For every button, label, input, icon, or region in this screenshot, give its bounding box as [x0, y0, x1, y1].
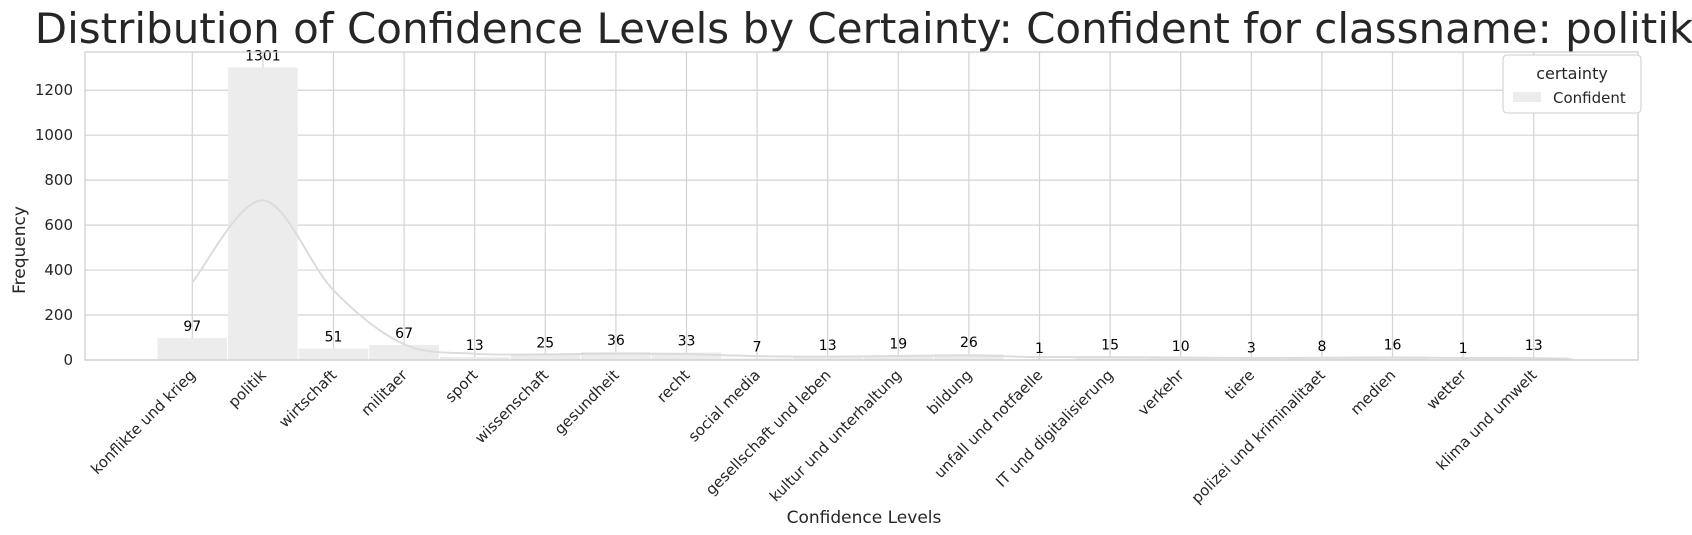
data-label: 19 [889, 337, 907, 353]
data-label: 25 [536, 335, 554, 351]
bar [157, 338, 228, 360]
plot-frame [84, 51, 1639, 361]
y-axis-ticks: 0 200 400 600 800 1000 1200 [35, 81, 73, 369]
legend: certainty Confident [1502, 54, 1642, 114]
data-label: 26 [960, 335, 978, 351]
data-label: 7 [753, 339, 762, 355]
bar [298, 348, 369, 360]
x-tick-label: militaer [357, 366, 411, 420]
bar [369, 344, 439, 360]
y-tick-label: 800 [44, 171, 73, 189]
x-tick-label: wirtschaft [275, 366, 340, 431]
x-tick-label: IT und digitalisierung [992, 366, 1117, 491]
data-label: 51 [325, 330, 343, 346]
kde-curve [191, 199, 1574, 361]
data-label: 1 [1035, 341, 1044, 357]
data-label: 1301 [245, 49, 281, 65]
y-tick-label: 200 [44, 306, 73, 324]
bars [157, 67, 1569, 361]
y-tick-label: 400 [44, 261, 73, 279]
bar [1287, 358, 1357, 360]
data-label: 15 [1101, 338, 1119, 354]
data-label: 10 [1172, 339, 1190, 355]
y-tick-label: 1000 [35, 126, 73, 144]
x-tick-label: bildung [923, 366, 975, 418]
data-label: 36 [607, 333, 625, 349]
x-tick-label: gesellschaft und leben [702, 366, 835, 499]
x-tick-label: medien [1347, 366, 1400, 419]
x-tick-label: wissenschaft [471, 366, 552, 447]
chart-title: Distribution of Confidence Levels by Cer… [35, 4, 1692, 53]
bar [228, 67, 298, 361]
data-labels: 97 1301 51 67 13 25 36 33 7 13 19 26 1 15 10 3 8 16 1 13 [183, 49, 1542, 357]
x-tick-label: verkehr [1134, 366, 1188, 420]
data-label: 8 [1317, 339, 1326, 355]
x-axis-ticks: konflikte und krieg politik wirtschaft mili… [87, 366, 1540, 508]
data-label: 33 [678, 334, 696, 350]
data-label: 13 [819, 338, 837, 354]
bar [439, 357, 510, 360]
x-tick-label: wetter [1423, 366, 1471, 414]
bar [792, 357, 863, 360]
y-tick-label: 1200 [35, 81, 73, 99]
data-label: 13 [466, 338, 484, 354]
legend-entry-confident: Confident [1553, 89, 1626, 107]
data-label: 97 [183, 319, 201, 335]
grid [85, 52, 1638, 361]
data-label: 3 [1247, 340, 1256, 356]
y-tick-label: 600 [44, 216, 73, 234]
y-axis-label: Frequency [10, 206, 30, 294]
bar [722, 358, 792, 360]
bar [651, 352, 722, 360]
data-label: 13 [1525, 338, 1543, 354]
legend-title: certainty [1536, 64, 1608, 83]
x-tick-label: kultur und unterhaltung [766, 366, 905, 505]
x-tick-label: konflikte und krieg [87, 366, 199, 478]
data-label: 1 [1459, 341, 1468, 357]
x-axis-label: Confidence Levels [787, 508, 942, 528]
data-label: 67 [395, 326, 413, 342]
bar [510, 354, 581, 360]
x-tick-label: recht [653, 366, 693, 406]
legend-swatch [1513, 92, 1541, 102]
x-tick-label: tiere [1221, 366, 1258, 403]
y-tick-label: 0 [63, 351, 73, 369]
bar [1075, 356, 1145, 360]
x-tick-label: social media [685, 366, 764, 445]
bar [1145, 357, 1216, 360]
x-tick-label: polizei und kriminalitaet [1188, 366, 1329, 507]
x-tick-label: sport [442, 366, 482, 406]
bar [863, 355, 934, 360]
x-tick-label: gesundheit [551, 366, 623, 438]
data-label: 16 [1384, 337, 1402, 353]
bar [934, 354, 1004, 360]
bar [581, 351, 651, 360]
x-tick-label: politik [225, 366, 270, 411]
